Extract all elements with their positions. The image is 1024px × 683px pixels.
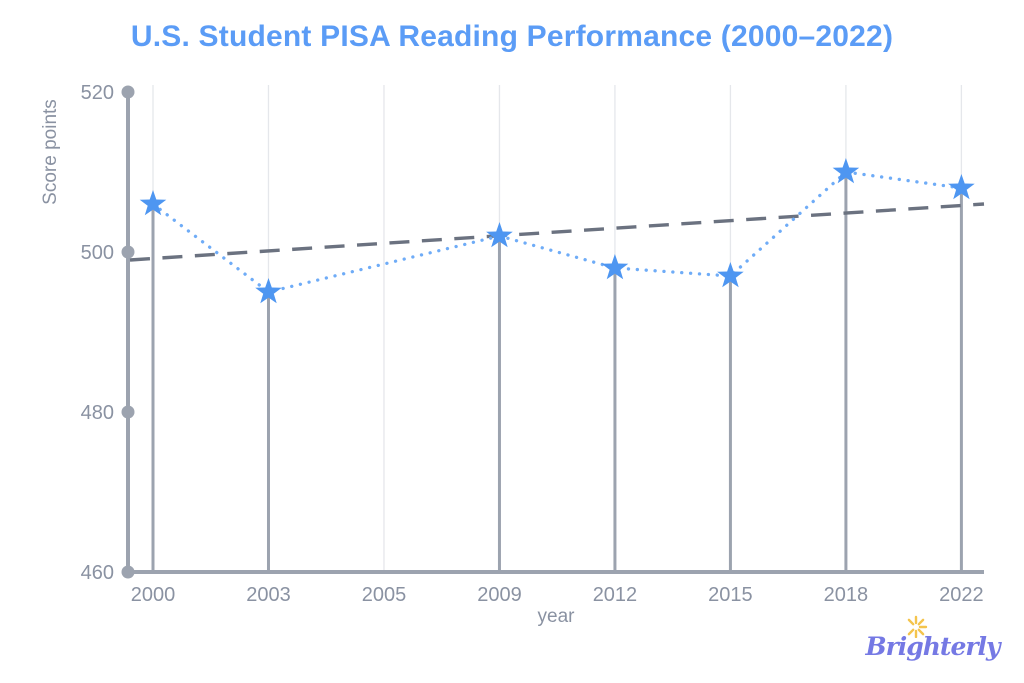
data-point-star: [255, 278, 282, 304]
x-axis-label: year: [537, 606, 575, 627]
data-point-star: [717, 262, 744, 288]
y-tick-label: 480: [81, 402, 114, 424]
y-axis-tick-dot: [121, 405, 135, 419]
sun-ray: [917, 628, 925, 636]
logo-text: Brighterly: [865, 632, 1000, 661]
x-tick-label: 2009: [477, 584, 522, 606]
x-tick-label: 2000: [131, 584, 176, 606]
sun-ray: [907, 618, 915, 626]
x-tick-label: 2012: [593, 584, 638, 606]
sunburst-icon: [907, 615, 928, 638]
y-axis-tick-dot: [121, 245, 135, 259]
x-tick-label: 2022: [939, 584, 984, 606]
data-point-star: [601, 254, 629, 280]
y-tick-label: 500: [81, 242, 114, 264]
data-point-star: [486, 222, 513, 248]
chart-title: U.S. Student PISA Reading Performance (2…: [130, 20, 894, 53]
y-tick-label: 520: [81, 82, 114, 104]
y-axis-tick-dot: [121, 85, 135, 99]
x-tick-label: 2005: [362, 584, 407, 606]
sun-ray: [917, 618, 925, 626]
brighterly-logo: Brighterly: [865, 615, 1001, 670]
sun-ray: [907, 628, 915, 636]
x-tick-label: 2015: [708, 584, 753, 606]
y-tick-label: 460: [81, 562, 114, 584]
y-axis-tick-dot: [121, 565, 135, 579]
data-point-star: [832, 158, 860, 184]
x-tick-label: 2003: [246, 584, 291, 606]
x-tick-label: 2018: [824, 584, 869, 606]
data-point-star: [948, 174, 975, 200]
data-point-star: [139, 190, 167, 216]
trend-dashed-line: [129, 202, 985, 262]
